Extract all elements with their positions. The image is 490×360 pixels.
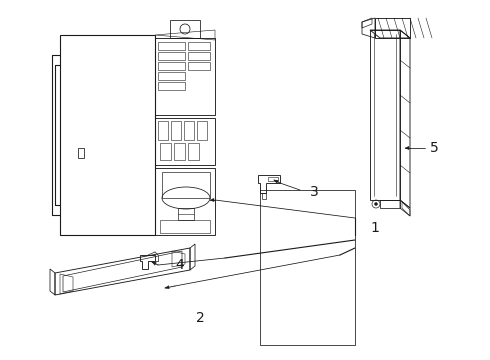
Text: 4: 4 <box>175 258 184 272</box>
Text: 1: 1 <box>370 221 379 235</box>
Polygon shape <box>152 262 156 265</box>
Text: 3: 3 <box>310 185 319 199</box>
Polygon shape <box>274 180 278 183</box>
Polygon shape <box>210 198 214 202</box>
Text: 5: 5 <box>430 141 439 155</box>
Circle shape <box>374 202 377 206</box>
Text: 2: 2 <box>196 311 205 325</box>
Polygon shape <box>165 285 169 289</box>
Polygon shape <box>405 147 409 150</box>
